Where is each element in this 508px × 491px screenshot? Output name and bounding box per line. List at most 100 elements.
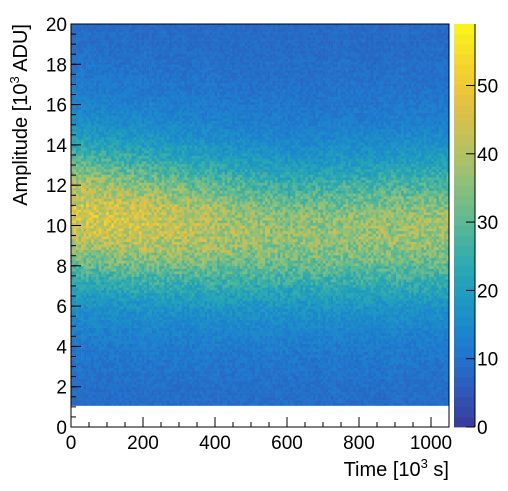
heatmap-cell	[136, 128, 140, 132]
heatmap-cell	[128, 195, 132, 199]
heatmap-cell	[146, 182, 150, 186]
heatmap-cell	[98, 96, 102, 100]
heatmap-cell	[98, 292, 102, 296]
heatmap-cell	[88, 206, 92, 210]
heatmap-cell	[76, 306, 79, 310]
heatmap-cell	[139, 126, 142, 130]
heatmap-cell	[106, 389, 110, 393]
heatmap-cell	[106, 319, 110, 323]
heatmap-cell	[111, 75, 115, 79]
heatmap-cell	[151, 292, 155, 296]
heatmap-cell	[101, 83, 105, 87]
heatmap-cell	[106, 131, 110, 135]
heatmap-cell	[116, 107, 120, 111]
heatmap-cell	[156, 147, 160, 151]
heatmap-cell	[139, 169, 142, 173]
heatmap-cell	[123, 273, 127, 277]
heatmap-cell	[83, 198, 87, 202]
heatmap-cell	[93, 273, 97, 277]
heatmap-cell	[81, 214, 84, 218]
heatmap-cell	[154, 29, 157, 33]
heatmap-cell	[86, 107, 89, 111]
heatmap-cell	[151, 58, 155, 62]
heatmap-cell	[144, 128, 147, 132]
heatmap-cell	[81, 142, 84, 146]
heatmap-cell	[88, 45, 92, 49]
heatmap-cell	[108, 330, 112, 334]
heatmap-cell	[86, 324, 89, 328]
heatmap-cell	[134, 174, 137, 178]
heatmap-cell	[146, 158, 150, 162]
heatmap-cell	[154, 308, 157, 312]
heatmap-cell	[78, 174, 82, 178]
heatmap-cell	[96, 128, 100, 132]
heatmap-cell	[98, 354, 102, 358]
heatmap-cell	[111, 69, 115, 73]
heatmap-cell	[131, 303, 135, 307]
heatmap-cell	[86, 351, 89, 355]
heatmap-cell	[118, 50, 122, 54]
heatmap-cell	[118, 177, 122, 181]
heatmap-cell	[73, 327, 77, 331]
heatmap-cell	[106, 45, 110, 49]
heatmap-cell	[96, 53, 100, 57]
heatmap-cell	[91, 48, 94, 52]
heatmap-cell	[151, 155, 155, 159]
heatmap-cell	[131, 72, 135, 76]
heatmap-cell	[86, 327, 89, 331]
heatmap-cell	[71, 152, 74, 156]
heatmap-cell	[131, 99, 135, 103]
heatmap-cell	[116, 214, 120, 218]
heatmap-cell	[76, 120, 79, 124]
heatmap-cell	[101, 56, 105, 60]
heatmap-cell	[149, 370, 152, 374]
heatmap-cell	[71, 109, 74, 113]
heatmap-cell	[106, 332, 110, 336]
heatmap-cell	[139, 42, 142, 46]
heatmap-cell	[73, 190, 77, 194]
heatmap-cell	[88, 193, 92, 197]
heatmap-cell	[113, 260, 117, 264]
heatmap-cell	[118, 120, 122, 124]
heatmap-cell	[131, 338, 135, 342]
heatmap-cell	[141, 75, 145, 79]
heatmap-cell	[81, 77, 84, 81]
heatmap-cell	[88, 88, 92, 92]
heatmap-cell	[101, 322, 105, 326]
heatmap-cell	[139, 158, 142, 162]
heatmap-cell	[76, 327, 79, 331]
heatmap-cell	[103, 115, 107, 119]
heatmap-cell	[139, 201, 142, 205]
heatmap-cell	[111, 389, 115, 393]
heatmap-cell	[81, 359, 84, 363]
heatmap-cell	[113, 359, 117, 363]
heatmap-cell	[121, 244, 125, 248]
heatmap-cell	[108, 335, 112, 339]
heatmap-cell	[103, 257, 107, 261]
heatmap-cell	[134, 128, 137, 132]
heatmap-cell	[76, 158, 79, 162]
heatmap-cell	[83, 357, 87, 361]
heatmap-cell	[154, 174, 157, 178]
heatmap-cell	[144, 298, 147, 302]
heatmap-cell	[141, 83, 145, 87]
heatmap-cell	[154, 85, 157, 89]
heatmap-cell	[113, 378, 117, 382]
heatmap-cell	[128, 260, 132, 264]
heatmap-cell	[121, 295, 125, 299]
heatmap-cell	[116, 166, 120, 170]
heatmap-cell	[113, 53, 117, 57]
heatmap-cell	[71, 150, 74, 154]
heatmap-cell	[88, 220, 92, 224]
heatmap-cell	[113, 373, 117, 377]
heatmap-cell	[106, 241, 110, 245]
heatmap-cell	[123, 126, 127, 130]
heatmap-cell	[98, 37, 102, 41]
heatmap-cell	[96, 319, 100, 323]
heatmap-cell	[144, 268, 147, 272]
heatmap-cell	[98, 287, 102, 291]
heatmap-cell	[93, 389, 97, 393]
heatmap-cell	[93, 26, 97, 30]
heatmap-cell	[151, 354, 155, 358]
heatmap-cell	[131, 359, 135, 363]
